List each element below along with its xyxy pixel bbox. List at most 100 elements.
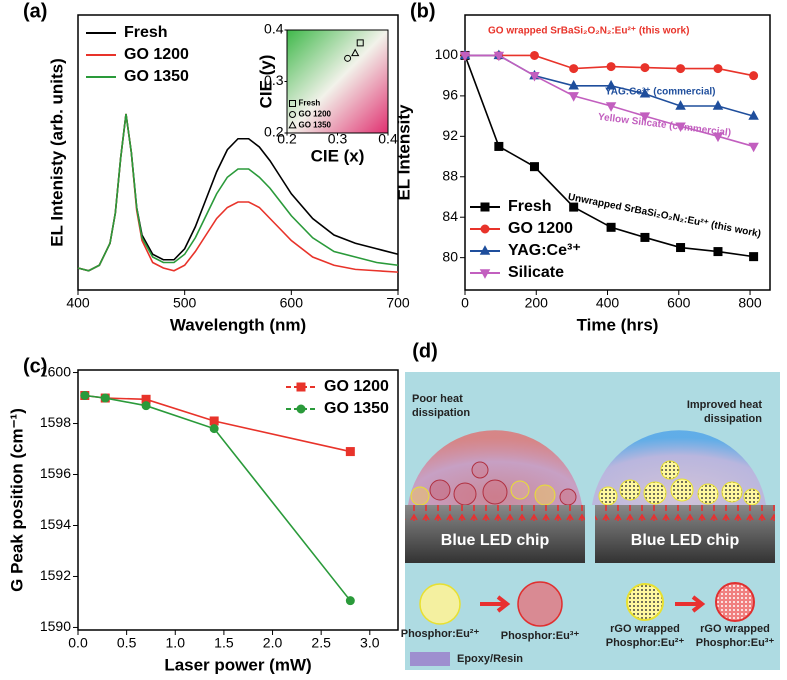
panel-label: (b) <box>410 0 436 22</box>
marker <box>640 232 650 242</box>
marker <box>605 102 617 112</box>
x-tick-label: 2.0 <box>263 635 283 651</box>
diagram: (d) Blue LED chip Blue LED chip Poor hea… <box>401 340 780 670</box>
y-axis-label: G Peak position (cm⁻¹) <box>7 408 26 592</box>
x-tick-label: 400 <box>66 295 90 311</box>
marker <box>712 100 724 110</box>
y-tick-label: 80 <box>442 248 458 264</box>
marker <box>639 112 651 122</box>
caption: Improved heat <box>687 399 763 411</box>
x-tick-label: 0.5 <box>117 635 137 651</box>
x-axis-label: Time (hrs) <box>577 315 659 334</box>
y-tick-label: 0.3 <box>264 72 284 88</box>
legend-label: GO 1350 <box>299 121 332 130</box>
marker <box>606 222 616 232</box>
marker <box>639 88 651 98</box>
marker <box>529 71 540 82</box>
x-tick-label: 0.2 <box>277 131 297 147</box>
y-tick-label: 1590 <box>40 618 71 634</box>
legend-label: Fresh <box>299 99 321 108</box>
marker <box>494 141 504 151</box>
phosphor-label: Phosphor:Eu²⁺ <box>606 637 685 649</box>
marker <box>288 120 297 129</box>
marker <box>296 404 306 414</box>
x-tick-label: 0.0 <box>68 635 88 651</box>
marker <box>676 243 686 253</box>
heat-arrows <box>405 505 585 521</box>
x-tick-label: 500 <box>173 295 197 311</box>
x-tick-label: 600 <box>667 295 691 311</box>
y-tick-label: 1594 <box>40 516 71 532</box>
legend-label: GO 1350 <box>124 68 189 85</box>
marker <box>713 64 723 74</box>
caption: Poor heat <box>412 393 463 405</box>
cie-background <box>287 30 388 133</box>
legend-label: Epoxy/Resin <box>457 653 523 665</box>
marker <box>480 224 490 234</box>
legend-label: GO 1200 <box>299 110 332 119</box>
legend-label: GO 1200 <box>324 378 389 395</box>
chip-label: Blue LED chip <box>441 532 550 549</box>
x-tick-label: 0.4 <box>378 131 398 147</box>
marker <box>344 54 352 62</box>
marker <box>351 48 360 57</box>
axes-frame <box>464 14 771 291</box>
panel-label: (c) <box>23 355 47 377</box>
chip-label: Blue LED chip <box>631 532 740 549</box>
marker <box>749 71 759 81</box>
phosphor-label: rGO wrapped <box>700 623 770 635</box>
y-axis-label: EL Intensity <box>394 104 413 201</box>
marker <box>569 64 579 74</box>
series-line <box>77 113 399 272</box>
marker <box>480 202 490 212</box>
marker <box>713 247 723 257</box>
marker <box>141 401 151 411</box>
phosphor-icon <box>419 583 461 625</box>
marker <box>675 122 686 133</box>
phosphor-label: Phosphor:Eu³⁺ <box>501 630 580 642</box>
y-tick-label: 0.4 <box>264 21 284 37</box>
x-tick-label: 2.5 <box>311 635 331 651</box>
axes-frame <box>77 369 399 631</box>
x-tick-label: 1.0 <box>166 635 186 651</box>
marker <box>605 79 617 90</box>
phosphor-label: Phosphor:Eu²⁺ <box>401 628 480 640</box>
marker <box>675 100 686 110</box>
marker <box>296 382 306 392</box>
marker <box>749 252 759 262</box>
marker <box>712 132 724 143</box>
phosphor-icon <box>626 583 664 621</box>
x-tick-label: 0.3 <box>328 131 348 147</box>
phosphor-particles <box>410 460 761 506</box>
y-tick-label: 1598 <box>40 414 71 430</box>
y-tick-label: 96 <box>442 87 458 103</box>
marker <box>459 51 471 62</box>
legend-label: Silicate <box>508 264 564 281</box>
x-tick-label: 1.5 <box>214 635 234 651</box>
x-tick-label: 0 <box>461 295 469 311</box>
series-line <box>77 113 399 273</box>
annotation: Yellow Silicate (commercial) <box>597 112 731 139</box>
axes-frame <box>77 14 399 291</box>
marker <box>345 596 355 606</box>
marker <box>568 79 579 90</box>
marker <box>209 424 219 434</box>
x-axis-label: CIE (x) <box>311 146 365 165</box>
y-tick-label: 84 <box>442 208 458 224</box>
y-tick-label: 92 <box>442 127 458 143</box>
legend-label: Fresh <box>124 24 168 41</box>
y-tick-label: 0.2 <box>264 124 284 140</box>
phosphor-label: Phosphor:Eu³⁺ <box>696 637 775 649</box>
marker <box>529 162 539 172</box>
legend-label: Fresh <box>508 198 552 215</box>
arrow <box>675 595 706 613</box>
marker <box>289 111 296 118</box>
x-tick-label: 700 <box>386 295 410 311</box>
marker <box>493 51 505 62</box>
marker <box>748 110 759 120</box>
marker <box>100 393 110 403</box>
annotation: YAG:Ce³⁺ (commercial) <box>605 87 716 98</box>
y-tick-label: 100 <box>435 46 459 62</box>
arrow <box>480 595 511 613</box>
